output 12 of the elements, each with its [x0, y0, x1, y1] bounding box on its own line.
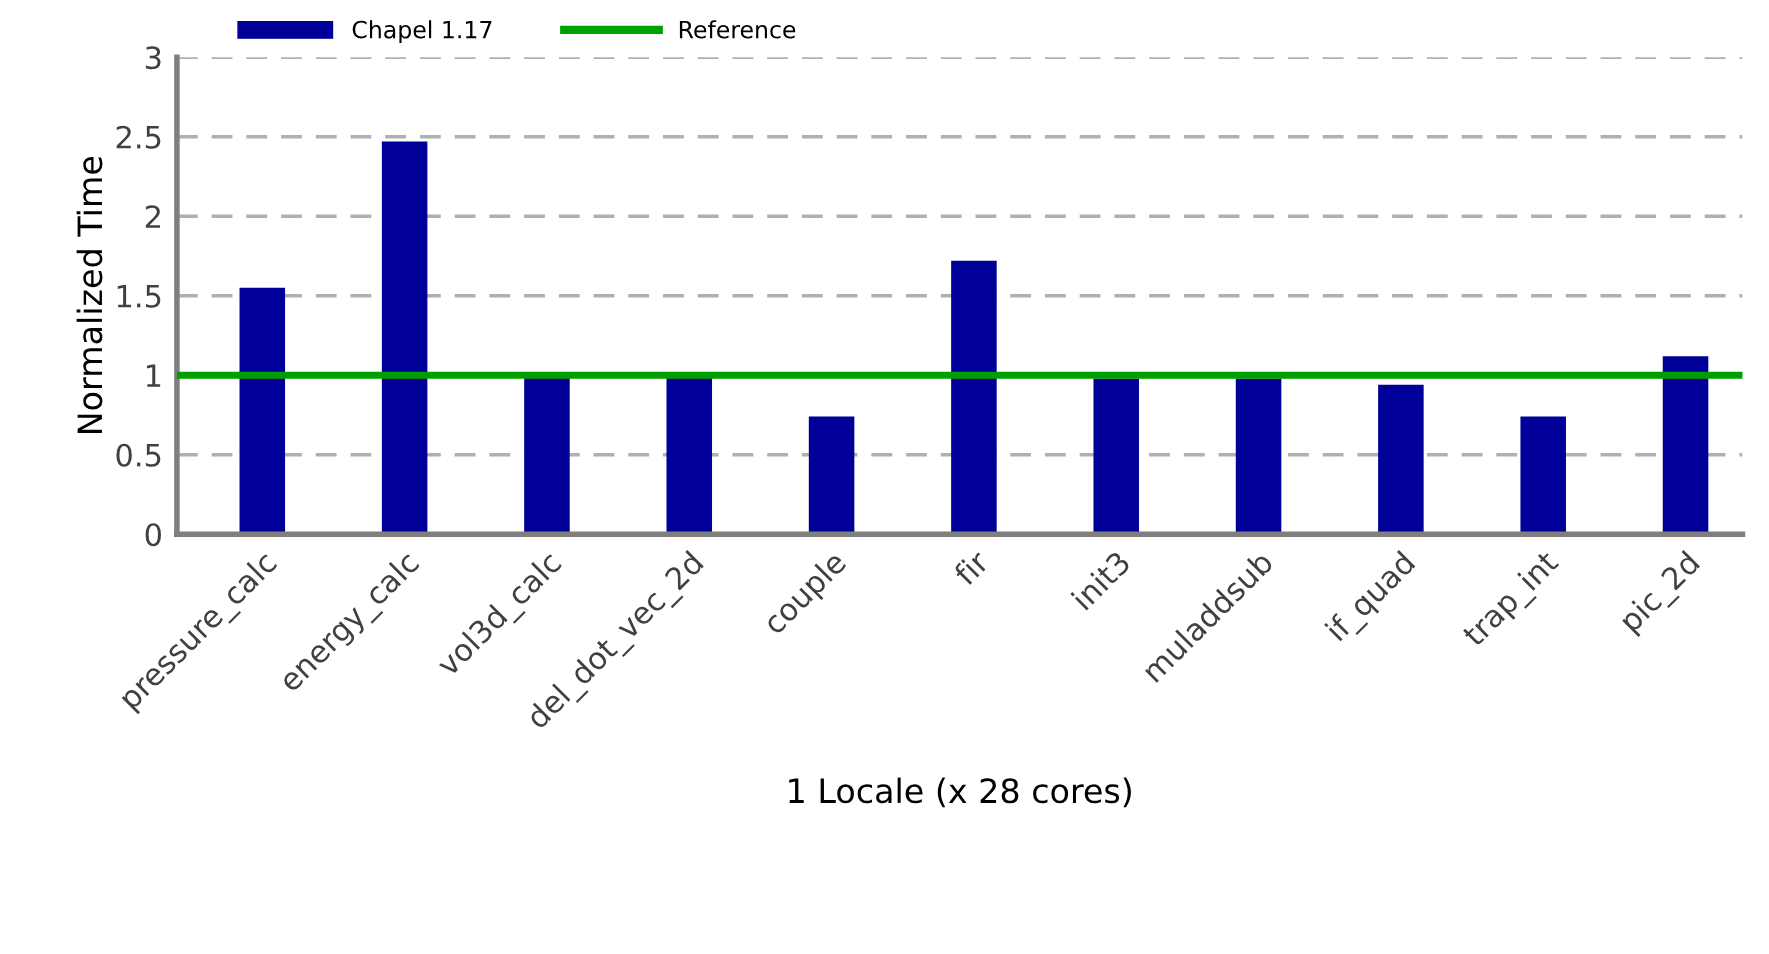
legend-label: Chapel 1.17 [352, 20, 492, 44]
y-tick-label: 1.5 [117, 285, 161, 308]
y-tick-label: 2.5 [116, 125, 161, 149]
y-tick-label: 2 [145, 205, 160, 228]
y-tick-label: 0.5 [116, 443, 161, 467]
y-tick-label: 3 [145, 46, 161, 70]
legend-label: Reference [679, 20, 796, 39]
x-tick-label: fir [951, 548, 991, 587]
x-axis-title: 1 Locale (x 28 cores) [789, 777, 1131, 808]
y-tick-label: 0 [145, 523, 161, 547]
y-axis-title: Normalized Time [76, 156, 103, 434]
y-tick-label: 1 [146, 364, 161, 387]
